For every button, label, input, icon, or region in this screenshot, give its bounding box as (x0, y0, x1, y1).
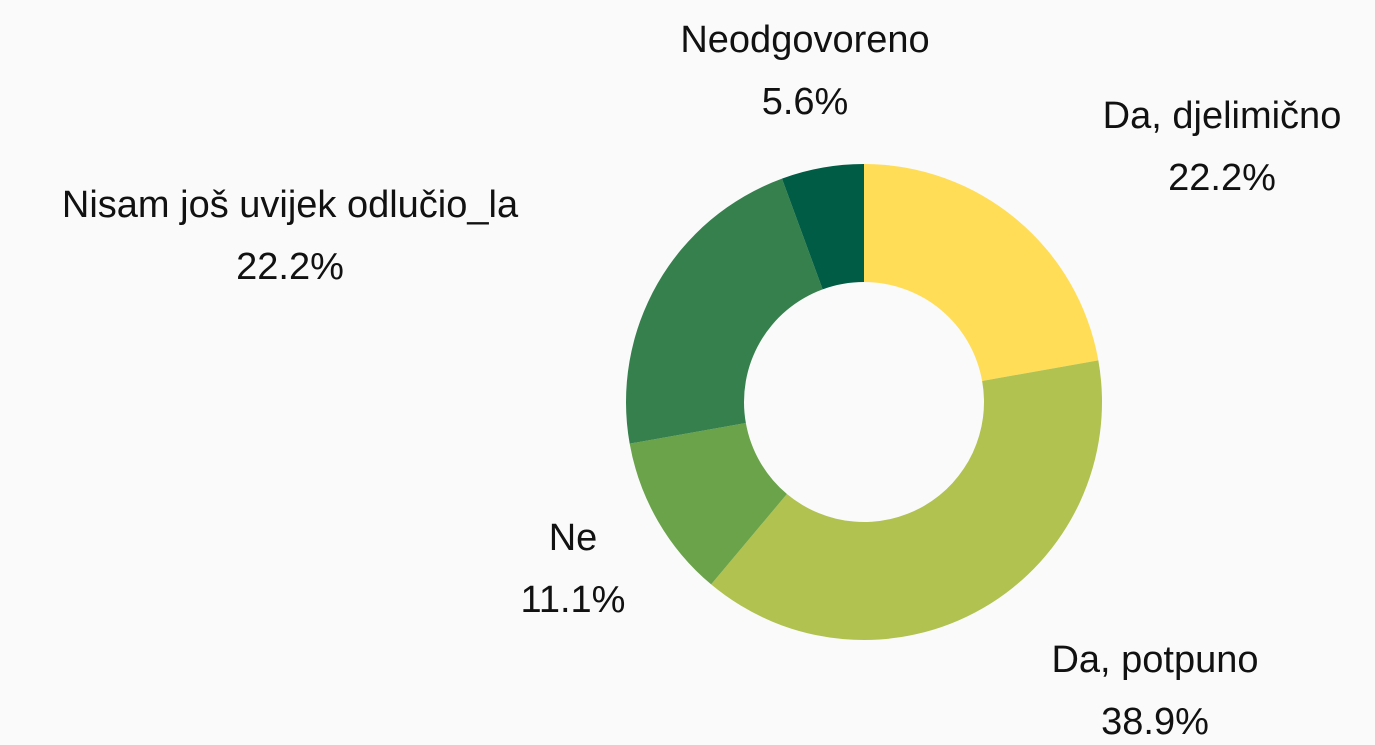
donut-slice (864, 164, 1099, 381)
slice-label: Da, potpuno (1051, 639, 1258, 681)
slice-label: Neodgovoreno (680, 19, 929, 61)
slice-label: Nisam još uvijek odlučio_la (62, 184, 519, 226)
donut-slice (629, 423, 787, 585)
slice-value-label: 22.2% (1168, 157, 1276, 199)
donut-slice (781, 164, 864, 290)
slice-label: Ne (549, 517, 598, 559)
slice-value-label: 5.6% (762, 81, 849, 123)
slice-value-label: 38.9% (1101, 701, 1209, 743)
slice-value-label: 22.2% (236, 246, 344, 288)
slice-value-label: 11.1% (521, 579, 626, 621)
slice-label: Da, djelimično (1103, 95, 1342, 137)
donut-slice (626, 178, 823, 444)
donut-slice (711, 360, 1102, 640)
